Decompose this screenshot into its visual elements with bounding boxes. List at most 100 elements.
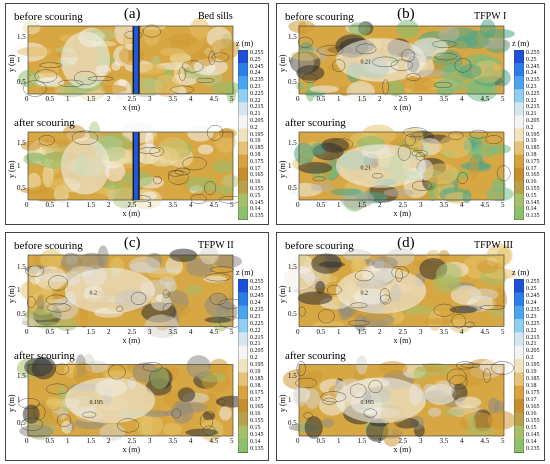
bottom-x-tick: 4.5 [209,201,219,209]
terrain-map: 0.2 [20,245,243,338]
colorbar-tick: 0.15 [250,192,261,199]
bottom-y-label: y (m) [278,160,287,178]
colorbar-tick: 0.245 [526,292,540,299]
colorbar-tick: 0.195 [526,131,540,138]
panel-letter: (c) [123,235,141,251]
colorbar-tick: 0.2 [250,355,258,362]
bottom-x-tick: 1.5 [357,437,367,445]
colorbar-tick: 0.135 [250,213,264,220]
top-x-tick: 3.5 [168,327,178,336]
colorbar-tick: 0.215 [250,334,264,341]
svg-text:0.195: 0.195 [90,400,104,406]
top-x-tick: 4.5 [480,95,490,103]
colorbar-tick: 0.18 [250,152,261,158]
before-label: before scouring [285,240,354,252]
top-x-tick: 1.5 [86,95,96,103]
bottom-y-label: y (m) [7,394,16,413]
colorbar-tick: 0.205 [526,118,540,124]
colorbar-tick: 0.145 [250,199,264,206]
bottom-y-tick: 0.5 [17,184,26,193]
panel-letter: (d) [397,235,415,251]
colorbar-title: z (m) [236,268,254,277]
colorbar-tick: 0.175 [250,390,264,397]
top-x-tick: 4.5 [209,327,219,336]
top-x-tick: 1.5 [357,327,367,336]
after-label: after scouring [285,349,346,362]
top-x-tick: 0.5 [45,95,55,103]
colorbar-tick: 0.23 [250,313,261,320]
bottom-x-tick: 1 [66,437,70,445]
terrain-map: 0.195 [282,355,516,447]
colorbar-tick: 0.155 [526,417,540,424]
colorbar-tick: 0.22 [250,97,261,104]
top-y-tick: 1 [288,55,292,64]
terrain-map [13,17,243,104]
bottom-x-tick: 0.5 [316,201,326,209]
colorbar [238,50,248,220]
panel-a: 0 0.5 1 1.5 2 2.5 3 3.5 4 4.5 5 1.5 1 0.5 x (m) y (m) 0 0… [5,3,269,225]
colorbar [238,279,248,453]
bottom-x-label: x (m) [122,209,141,218]
colorbar-tick: 0.14 [526,206,537,213]
colorbar-tick: 0.16 [250,179,261,186]
top-x-label: x (m) [122,103,141,112]
bottom-x-tick: 1 [66,201,70,209]
top-y-tick: 0.5 [17,78,26,87]
top-x-tick: 1 [337,327,341,336]
top-y-tick: 1 [288,286,292,295]
colorbar-tick: 0.145 [250,431,264,438]
top-x-tick: 5 [230,327,234,336]
top-x-tick: 0.5 [316,327,326,336]
svg-text:0.21: 0.21 [361,165,372,171]
colorbar-tick: 0.14 [250,438,261,445]
colorbar-tick: 0.24 [250,299,261,306]
terrain-map [20,121,243,210]
bottom-x-tick: 2 [378,437,382,445]
panel-letter: (b) [397,6,415,22]
colorbar-tick: 0.17 [250,396,261,403]
colorbar-tick: 0.225 [526,90,540,97]
top-x-tick: 1.5 [86,327,96,336]
colorbar-tick: 0.225 [250,90,264,97]
colorbar-tick: 0.19 [526,138,537,145]
panel-b: 0.21 0.21 0 0.5 1 1.5 2 2.5 3 3.5 4 4.5 5 1.5 1 0.5 x (m… [276,3,545,225]
top-x-tick: 4.5 [209,95,219,103]
panel-title: TFPW III [474,240,513,251]
colorbar-tick: 0.175 [526,158,540,165]
top-x-tick: 2.5 [398,95,408,103]
bottom-x-tick: 4 [189,201,193,209]
top-x-tick: 1.5 [357,95,367,103]
bottom-x-tick: 0.5 [316,437,326,445]
top-x-tick: 4 [460,327,464,336]
colorbar-tick: 0.135 [526,213,540,220]
colorbar-tick: 0.19 [250,138,261,145]
colorbar-tick: 0.205 [250,348,264,355]
bottom-x-tick: 5 [230,201,234,209]
top-x-tick: 4 [189,327,193,336]
colorbar-tick: 0.135 [250,445,264,452]
top-x-tick: 3.5 [439,95,449,103]
bottom-x-tick: 4.5 [480,437,490,445]
colorbar-tick: 0.25 [526,285,537,292]
bottom-y-tick: 1 [17,161,21,170]
bottom-x-tick: 2 [378,201,382,209]
top-x-label: x (m) [122,335,141,345]
colorbar-tick: 0.245 [250,292,264,299]
bottom-x-tick: 4 [460,437,464,445]
bottom-x-tick: 0 [296,201,300,209]
colorbar-title: z (m) [512,268,530,277]
terrain-map: 0.21 [288,124,514,212]
top-x-tick: 1 [66,95,70,103]
colorbar-tick: 0.21 [526,341,537,348]
bottom-x-tick: 0.5 [45,201,55,209]
top-y-tick: 1 [17,286,21,295]
top-x-tick: 0 [296,95,300,103]
colorbar-tick: 0.245 [526,63,540,70]
panel-title: TFPW II [198,240,234,251]
top-y-tick: 0.5 [288,309,297,318]
bottom-x-tick: 3 [148,437,152,445]
terrain-map: 0.195 [16,353,249,442]
colorbar-tick: 0.195 [250,362,264,369]
bottom-x-tick: 1.5 [357,201,367,209]
panel-c: 0.2 0.195 0 0.5 1 1.5 2 2.5 3 3.5 4 4.5 5 1.5 1 0.5 x (m… [5,232,269,461]
